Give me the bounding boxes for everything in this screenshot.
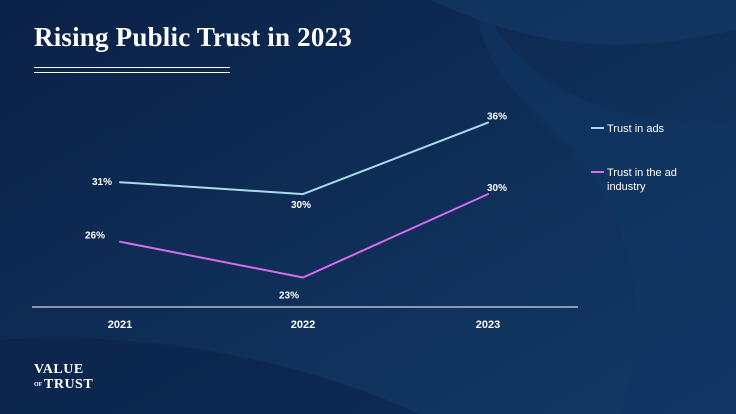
logo-word-of: OF: [34, 381, 43, 388]
data-label-0-0: 31%: [92, 177, 112, 188]
series-line-0: [119, 121, 489, 196]
data-label-0-2: 36%: [487, 112, 507, 123]
value-of-trust-logo: VALUE OF TRUST: [34, 363, 104, 392]
data-label-0-1: 30%: [291, 200, 311, 211]
logo-word-trust: TRUST: [44, 377, 94, 392]
data-label-1-2: 30%: [487, 183, 507, 194]
title-underline-top: [34, 67, 230, 68]
legend-label-0: Trust in ads: [607, 123, 665, 135]
x-tick-label-2023: 2023: [476, 319, 500, 331]
data-label-1-0: 26%: [85, 231, 105, 242]
data-label-1-1: 23%: [279, 290, 299, 301]
logo-word-value: VALUE: [34, 362, 84, 377]
title-underline-bottom: [34, 72, 230, 73]
page-title: Rising Public Trust in 2023: [34, 22, 352, 52]
legend-label-1: Trust in the ad industry: [607, 167, 677, 193]
x-tick-label-2021: 2021: [108, 319, 132, 331]
x-tick-label-2022: 2022: [291, 319, 315, 331]
